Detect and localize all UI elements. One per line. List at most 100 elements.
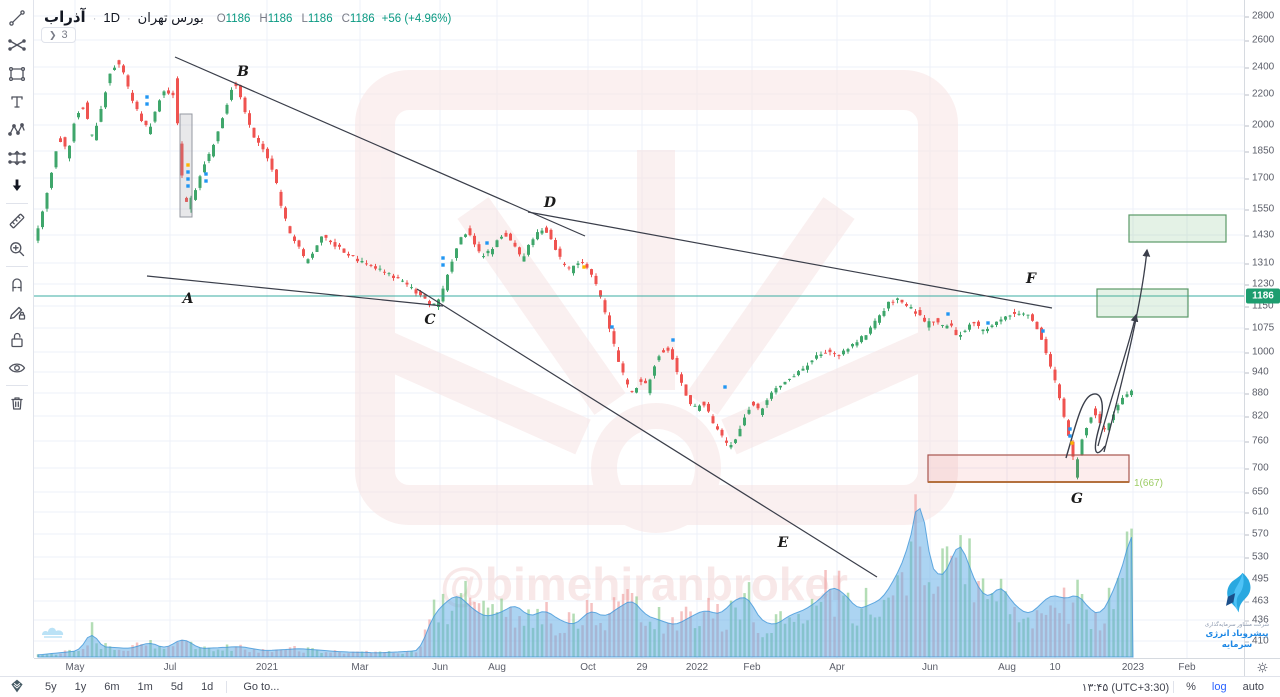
wave-label-E[interactable]: E xyxy=(777,535,789,551)
shapes-icon[interactable] xyxy=(3,60,31,88)
event-marker-blue[interactable] xyxy=(145,95,149,99)
projection-arrow[interactable] xyxy=(1097,313,1139,447)
unlock-icon[interactable] xyxy=(3,326,31,354)
target-upper-box[interactable] xyxy=(1128,214,1227,243)
event-marker-blue[interactable] xyxy=(485,241,489,245)
target-mid-box[interactable] xyxy=(1096,288,1189,318)
zoom-in-icon[interactable] xyxy=(3,235,31,263)
event-marker-blue[interactable] xyxy=(986,321,990,325)
text-tool-icon[interactable] xyxy=(3,88,31,116)
goto-button[interactable]: Go to... xyxy=(243,681,280,693)
event-marker-blue[interactable] xyxy=(1068,427,1072,431)
high-value: 1186 xyxy=(267,13,293,25)
event-marker-blue[interactable] xyxy=(204,172,208,176)
candlestick-series xyxy=(36,59,1133,480)
trendline-base-A[interactable] xyxy=(146,275,444,307)
wave-label-G[interactable]: G xyxy=(1071,491,1083,507)
wave-label-D[interactable]: D xyxy=(543,195,557,211)
drawing-lock-icon[interactable] xyxy=(3,298,31,326)
price-tick-label: 700 xyxy=(1245,463,1280,474)
gear-icon[interactable] xyxy=(1256,661,1269,674)
event-marker-yellow[interactable] xyxy=(1070,441,1074,445)
event-marker-yellow[interactable] xyxy=(582,265,586,269)
time-tick-label: Feb xyxy=(743,662,761,673)
symbol-name[interactable]: آذراب xyxy=(44,9,86,26)
time-tick-label: Aug xyxy=(998,662,1016,673)
time-axis[interactable]: May Jul 2021 Mar Jun Aug Oct 29 2022 Feb Apr Jun Aug… xyxy=(34,658,1244,676)
gray-box-annotation[interactable] xyxy=(179,113,193,218)
watermark-logo: @bimehiranbroker xyxy=(355,70,958,610)
svg-text:@bimehiranbroker: @bimehiranbroker xyxy=(440,558,848,610)
range-button-5d[interactable]: 5d xyxy=(170,681,184,693)
event-marker-blue[interactable] xyxy=(204,179,208,183)
event-marker-blue[interactable] xyxy=(145,102,149,106)
price-tick-label: 1310 xyxy=(1245,258,1280,269)
clock-label[interactable]: ۱۳:۴۵ (UTC+3:30) xyxy=(1081,681,1170,694)
price-axis[interactable]: 2800 2600 2400 2200 2000 1850 1700 1550 1430 1310… xyxy=(1244,0,1280,658)
eye-icon[interactable] xyxy=(3,354,31,382)
time-tick-label: Jun xyxy=(431,662,449,673)
event-marker-yellow[interactable] xyxy=(186,163,190,167)
trendline-lower-CE[interactable] xyxy=(416,288,878,578)
projection-arrow[interactable] xyxy=(1103,248,1151,453)
range-button-6m[interactable]: 6m xyxy=(104,681,120,693)
chart-canvas[interactable]: @bimehiranbroker 1(667) A B C D E F G xyxy=(34,0,1244,658)
event-marker-blue[interactable] xyxy=(186,177,190,181)
trendline-upper-steep-B[interactable] xyxy=(174,56,586,237)
log-scale-button[interactable]: log xyxy=(1211,681,1227,693)
separator-dot: · xyxy=(127,13,131,25)
fib-cross-icon[interactable] xyxy=(3,32,31,60)
price-tick-label: 940 xyxy=(1245,367,1280,378)
position-tool-icon[interactable] xyxy=(3,144,31,172)
object-tree-button[interactable]: ❯ 3 xyxy=(41,27,76,43)
price-tick-label: 1550 xyxy=(1245,204,1280,215)
close-value: 1186 xyxy=(349,13,375,25)
chevron-right-icon: ❯ xyxy=(49,29,57,40)
platform-logo-icon[interactable] xyxy=(6,677,28,695)
arrow-down-marker-icon[interactable] xyxy=(3,172,31,200)
timeframe-label[interactable]: 1D xyxy=(103,10,120,25)
range-button-5y[interactable]: 5y xyxy=(45,681,57,693)
support-zone-box[interactable] xyxy=(927,454,1130,483)
axis-settings-corner[interactable] xyxy=(1244,658,1280,676)
open-label: O xyxy=(216,13,226,25)
magnet-icon[interactable] xyxy=(3,270,31,298)
wave-label-B[interactable]: B xyxy=(236,64,249,80)
wave-label-F[interactable]: F xyxy=(1025,271,1037,287)
xabcd-pattern-icon[interactable] xyxy=(3,116,31,144)
trendline-upper-shallow-DF[interactable] xyxy=(527,211,1053,309)
divider xyxy=(1173,681,1175,693)
event-marker-blue[interactable] xyxy=(723,385,727,389)
event-marker-blue[interactable] xyxy=(186,184,190,188)
range-button-1d[interactable]: 1d xyxy=(201,681,214,693)
price-tick-label: 1700 xyxy=(1245,173,1280,184)
event-marker-blue[interactable] xyxy=(441,263,445,267)
time-tick-label: Jun xyxy=(921,662,939,673)
price-tick-label: 880 xyxy=(1245,388,1280,399)
range-button-1y[interactable]: 1y xyxy=(74,681,87,693)
symbol-header[interactable]: آذراب · 1D · بورس تهران O1186 H1186 L118… xyxy=(44,8,451,26)
price-tick-label: 2800 xyxy=(1245,11,1280,22)
range-button-1m[interactable]: 1m xyxy=(137,681,153,693)
projection-curve[interactable] xyxy=(1065,393,1106,459)
trash-icon[interactable] xyxy=(3,389,31,417)
wave-label-A[interactable]: A xyxy=(181,291,194,307)
event-marker-blue[interactable] xyxy=(1068,434,1072,438)
price-tick-label: 2600 xyxy=(1245,35,1280,46)
event-marker-blue[interactable] xyxy=(441,256,445,260)
event-marker-blue[interactable] xyxy=(1041,329,1045,333)
percent-scale-button[interactable]: % xyxy=(1186,681,1196,693)
trend-line-icon[interactable] xyxy=(3,4,31,32)
event-marker-blue[interactable] xyxy=(946,312,950,316)
event-marker-blue[interactable] xyxy=(186,170,190,174)
auto-scale-button[interactable]: auto xyxy=(1242,681,1264,693)
price-tick-label: 410 xyxy=(1245,636,1280,647)
price-tick-label: 570 xyxy=(1245,529,1280,540)
ruler-icon[interactable] xyxy=(3,207,31,235)
event-marker-blue[interactable] xyxy=(671,338,675,342)
event-marker-blue[interactable] xyxy=(610,325,614,329)
price-tick-label: 495 xyxy=(1245,574,1280,585)
time-tick-label: Aug xyxy=(488,662,506,673)
wave-label-C[interactable]: C xyxy=(424,312,435,328)
